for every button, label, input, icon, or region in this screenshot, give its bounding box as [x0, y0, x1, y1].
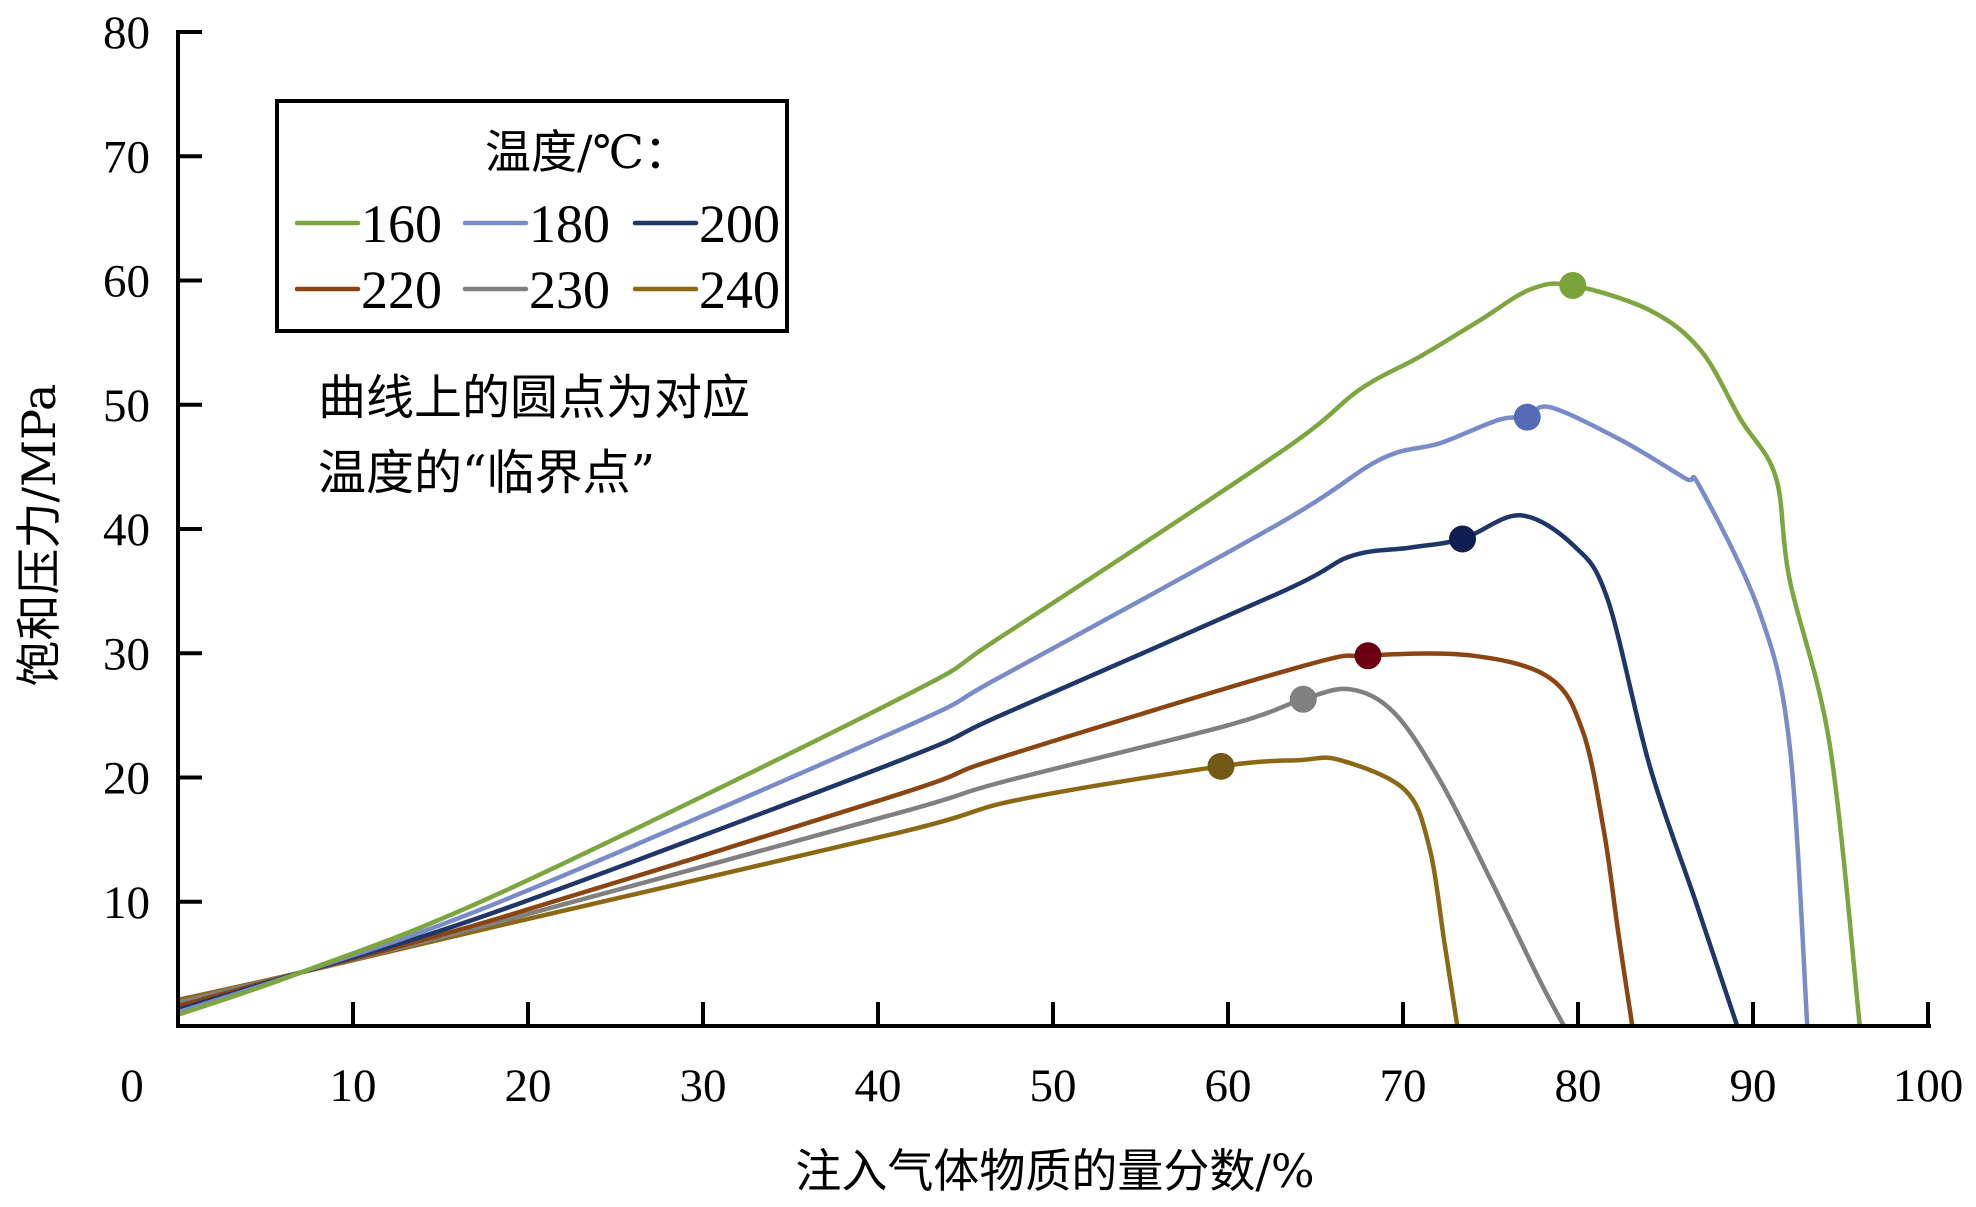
- legend-title: 温度/℃：: [485, 125, 690, 179]
- legend-label: 230: [529, 260, 610, 320]
- tick-labels: 0 10 20 30 40 50 60 70 80 90 100 10 20 30 40 50 60 70 80: [103, 7, 1963, 1112]
- y-tick-label: 80: [103, 7, 150, 59]
- legend: 温度/℃： 160 180 200 220 230 240: [275, 99, 789, 333]
- critical-point-220: [1354, 642, 1382, 670]
- legend-items: 160 180 200 220 230 240: [294, 194, 780, 320]
- x-axis-title: 注入气体物质的量分数/%: [795, 1144, 1314, 1198]
- note-line-2: 温度的“临界点”: [318, 445, 655, 501]
- legend-label: 160: [361, 194, 442, 254]
- legend-label: 180: [529, 194, 610, 254]
- series-layer: [177, 281, 1863, 1028]
- series-line-240: [177, 755, 1460, 1027]
- x-tick-label: 40: [855, 1060, 902, 1112]
- critical-point-200: [1449, 525, 1476, 553]
- series-line-200: [177, 513, 1740, 1027]
- legend-item-200: 200: [632, 194, 780, 254]
- y-tick-label: 30: [103, 628, 150, 680]
- legend-box: [275, 99, 789, 333]
- y-axis-title: 饱和压力/MPa: [12, 384, 66, 687]
- critical-point-230: [1289, 685, 1317, 713]
- x-tick-label: 90: [1730, 1060, 1777, 1112]
- legend-label: 240: [699, 260, 780, 320]
- legend-item-180: 180: [462, 194, 610, 254]
- x-tick-label: 20: [505, 1060, 552, 1112]
- series-line-230: [177, 686, 1566, 1028]
- critical-point-160: [1559, 271, 1587, 299]
- y-tick-label: 60: [103, 256, 150, 308]
- y-tick-label: 70: [103, 131, 150, 183]
- critical-point-note: 曲线上的圆点为对应 温度的“临界点”: [318, 370, 750, 501]
- legend-label: 220: [361, 260, 442, 320]
- ticks: [178, 30, 1930, 1026]
- y-tick-label: 20: [103, 753, 150, 805]
- x-tick-label: 0: [120, 1060, 144, 1112]
- x-tick-label: 10: [330, 1060, 377, 1112]
- note-line-1: 曲线上的圆点为对应: [318, 370, 750, 426]
- critical-point-240: [1207, 752, 1235, 780]
- x-tick-label: 80: [1555, 1060, 1602, 1112]
- x-tick-label: 50: [1030, 1060, 1077, 1112]
- x-tick-label: 70: [1380, 1060, 1427, 1112]
- series-line-180: [177, 404, 1810, 1027]
- legend-label: 200: [699, 194, 780, 254]
- y-tick-label: 40: [103, 504, 150, 556]
- series-line-160: [177, 281, 1863, 1027]
- y-tick-label: 50: [103, 380, 150, 432]
- critical-point-180: [1513, 403, 1541, 431]
- legend-item-160: 160: [294, 194, 442, 254]
- y-tick-label: 10: [103, 877, 150, 929]
- x-tick-label: 100: [1893, 1060, 1964, 1112]
- series-line-220: [177, 651, 1635, 1027]
- marker-layer: [1207, 271, 1587, 780]
- x-tick-label: 60: [1205, 1060, 1252, 1112]
- legend-item-240: 240: [632, 260, 780, 320]
- legend-item-220: 220: [294, 260, 442, 320]
- x-tick-label: 30: [680, 1060, 727, 1112]
- legend-item-230: 230: [462, 260, 610, 320]
